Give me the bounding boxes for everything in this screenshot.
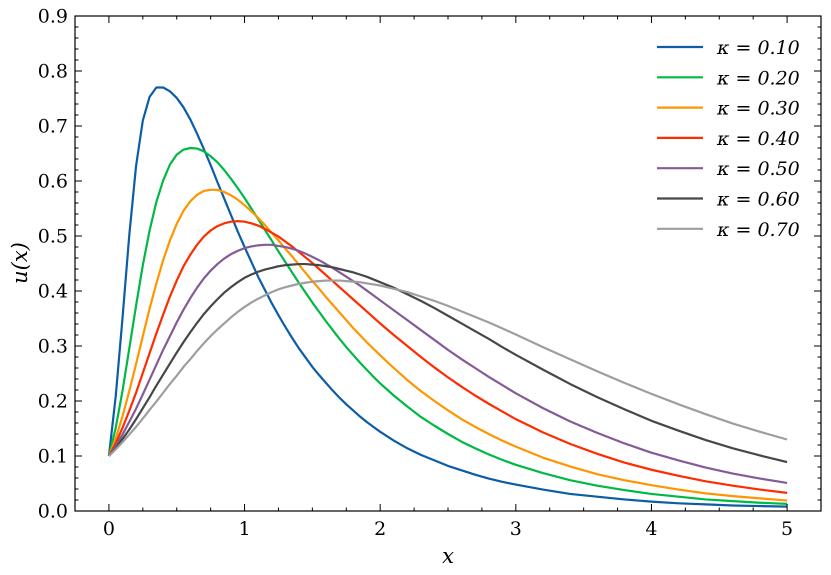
x-axis-label: x <box>442 544 454 568</box>
x-tick-label: 5 <box>781 518 793 540</box>
y-tick-label: 0.6 <box>38 171 68 193</box>
series-line-1 <box>107 86 788 508</box>
x-tick-label: 3 <box>510 518 522 540</box>
legend-label: κ = 0.60 <box>716 189 800 211</box>
y-tick-label: 0.5 <box>38 226 68 248</box>
legend-label: κ = 0.10 <box>716 37 800 59</box>
y-axis-label: u(x) <box>8 242 32 284</box>
series-line-7 <box>108 279 788 457</box>
legend-label: κ = 0.50 <box>716 158 800 180</box>
legend-label: κ = 0.70 <box>716 219 800 241</box>
x-tick-label: 2 <box>374 518 386 540</box>
plot-lines <box>107 86 788 508</box>
legend: κ = 0.10 κ = 0.20 κ = 0.30 κ = 0.40 κ = 0.50… <box>657 37 800 241</box>
legend-label: κ = 0.30 <box>716 98 800 120</box>
series-line-5 <box>108 243 788 485</box>
y-tick-label: 0.8 <box>38 61 68 83</box>
plot-frame <box>74 15 822 512</box>
y-tick-label: 0.1 <box>38 446 68 468</box>
x-tick-label: 4 <box>645 518 657 540</box>
x-tick-label: 0 <box>103 518 115 540</box>
y-tick-label: 0.3 <box>38 336 68 358</box>
axis-ticks: 0 1 2 3 4 5 0.0 0.1 0.2 0.3 0.4 0.5 0.6 0.7 0.8 0.9 <box>38 6 822 540</box>
y-tick-label: 0.0 <box>38 501 68 523</box>
legend-label: κ = 0.20 <box>716 67 800 89</box>
y-tick-label: 0.4 <box>38 281 68 303</box>
y-tick-label: 0.2 <box>38 391 68 413</box>
legend-label: κ = 0.40 <box>716 128 800 150</box>
y-tick-label: 0.7 <box>38 116 68 138</box>
y-tick-label: 0.9 <box>38 6 68 28</box>
series-line-6 <box>108 262 788 464</box>
series-line-3 <box>107 188 788 502</box>
x-tick-label: 1 <box>238 518 250 540</box>
series-line-2 <box>107 146 788 505</box>
series-line-4 <box>107 220 788 494</box>
